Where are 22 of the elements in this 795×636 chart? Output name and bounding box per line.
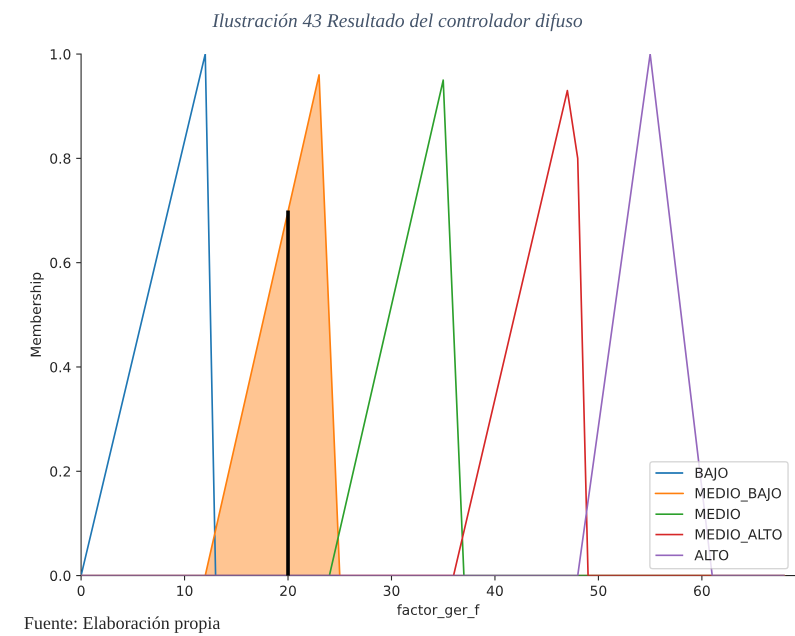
y-tick-label: 0.8 bbox=[50, 153, 70, 164]
legend-label: MEDIO_ALTO bbox=[696, 529, 782, 543]
y-tick-label: 1.0 bbox=[50, 49, 70, 60]
x-tick-label: 30 bbox=[384, 586, 400, 596]
legend-label: ALTO bbox=[694, 550, 728, 560]
legend-label: MEDIO bbox=[696, 508, 740, 520]
y-tick-label: 0.6 bbox=[50, 258, 70, 268]
legend-label: MEDIO_BAJO bbox=[696, 488, 782, 502]
x-tick-label: 40 bbox=[486, 586, 503, 596]
source-note: Fuente: Elaboración propia bbox=[24, 616, 220, 633]
y-axis-title: Membership bbox=[30, 272, 44, 356]
y-tick-label: 0.2 bbox=[50, 466, 70, 477]
x-tick-label: 60 bbox=[694, 586, 710, 596]
legend-label: BAJO bbox=[696, 468, 728, 481]
y-tick-label: 0.4 bbox=[50, 362, 71, 372]
x-axis-title: factor_ger_f bbox=[397, 604, 480, 618]
x-tick-label: 10 bbox=[177, 586, 192, 596]
y-tick-label: 0.0 bbox=[50, 570, 70, 582]
x-tick-label: 50 bbox=[590, 586, 606, 596]
x-tick-label: 0 bbox=[78, 586, 85, 596]
chart-title: Ilustración 43 Resultado del controlador difuso bbox=[212, 13, 582, 32]
x-tick-label: 20 bbox=[280, 586, 296, 596]
